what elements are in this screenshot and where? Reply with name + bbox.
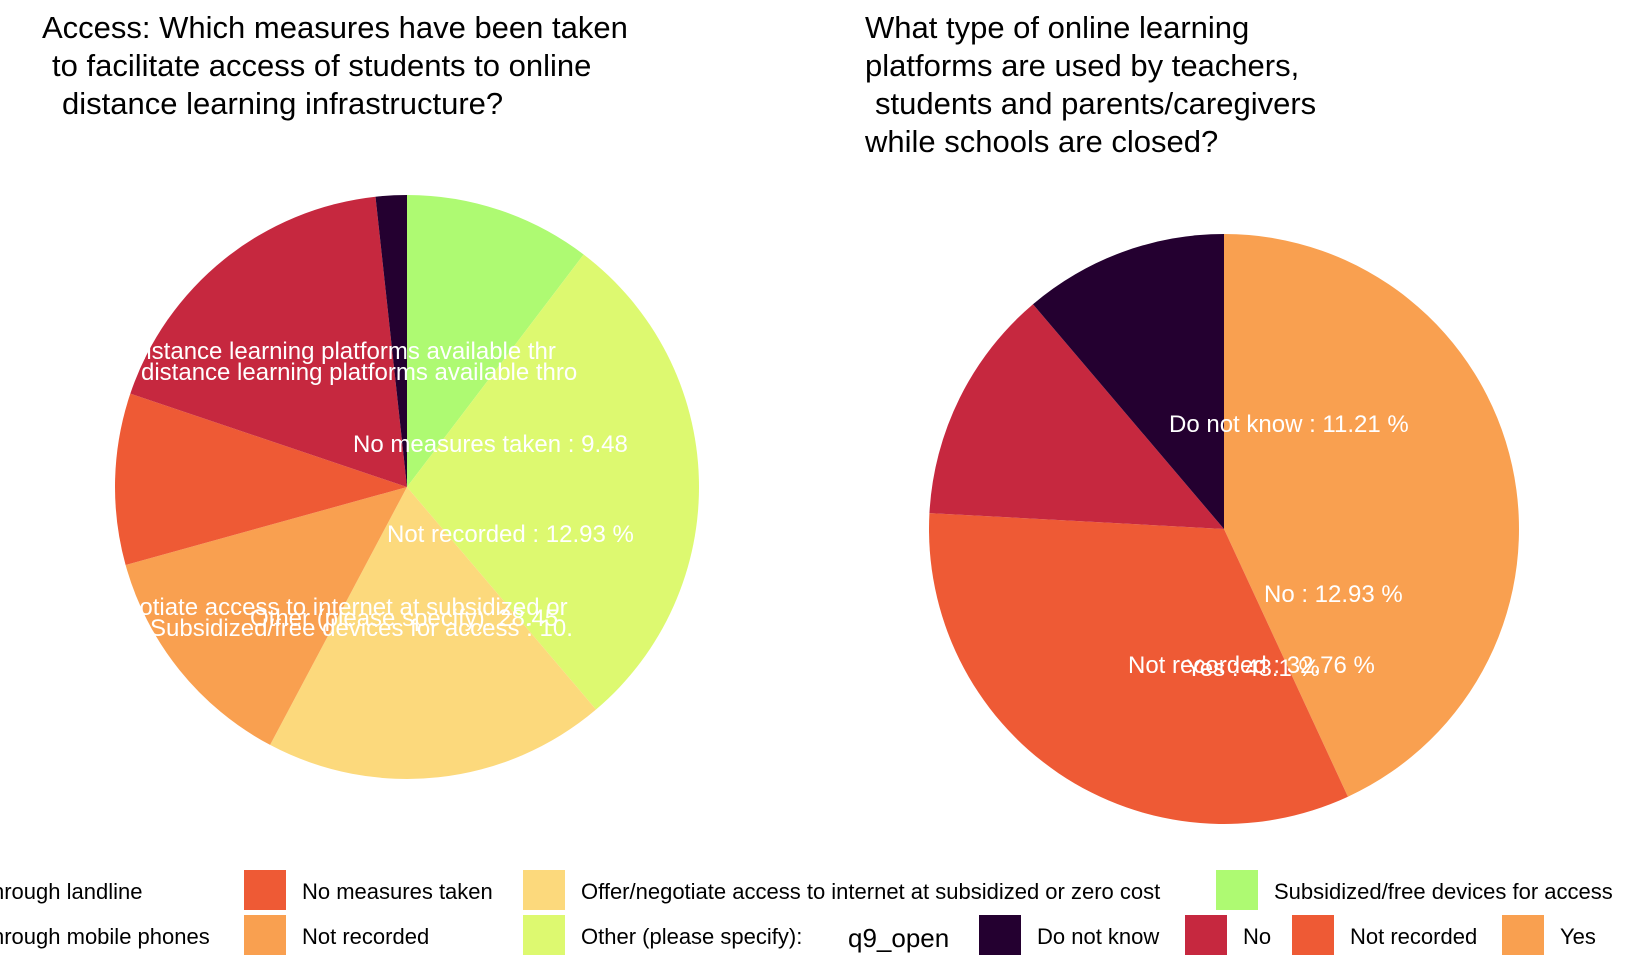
legend-label: Other (please specify): — [581, 924, 802, 949]
pie-slice — [270, 487, 597, 779]
legend-swatch — [523, 870, 565, 910]
legend-label: Do not know — [1037, 924, 1159, 949]
slice-label: Not recorded : 32.76 % — [1128, 652, 1375, 679]
legend-swatch — [1185, 915, 1227, 955]
slice-label: distance learning platforms available th… — [141, 359, 577, 386]
slice-label: gotiate access to internet at subsidized… — [126, 594, 568, 621]
legend-label: Yes — [1560, 924, 1596, 949]
pie-slice — [375, 195, 407, 487]
slice-label: No : 12.93 % — [1264, 581, 1403, 608]
chart-title-line-2: to facilitate access of students to onli… — [52, 48, 591, 83]
legend-swatch — [244, 915, 286, 955]
pie-slice — [115, 393, 407, 565]
chart-title-line-4: while schools are closed? — [864, 124, 1218, 159]
legend-label: hrough landline — [0, 879, 142, 904]
legend-label: hrough mobile phones — [0, 924, 210, 949]
legend-swatch — [979, 915, 1021, 955]
slice-label: Do not know : 11.21 % — [1169, 411, 1409, 438]
legend-label: Not recorded — [302, 924, 429, 949]
legend-label: No — [1243, 924, 1271, 949]
slice-label: No measures taken : 9.48 — [353, 431, 628, 458]
slice-label: Other (please specify): 28.45 — [250, 605, 558, 632]
legend-swatch — [244, 870, 286, 910]
pie-slice — [928, 513, 1348, 824]
legend-label: Offer/negotiate access to internet at su… — [581, 879, 1160, 904]
legend-label: No measures taken — [302, 879, 493, 904]
legend-swatch — [1292, 915, 1334, 955]
pie-slice — [407, 254, 699, 710]
chart-title-line-3: distance learning infrastructure? — [62, 86, 503, 121]
pie-slice — [407, 195, 584, 487]
pie-slices — [115, 195, 699, 779]
slice-label: distance learning platforms available th… — [133, 338, 556, 365]
pie-chart-platforms: What type of online learning platforms a… — [864, 10, 1519, 824]
legend-label: Not recorded — [1350, 924, 1477, 949]
legend: hrough landline hrough mobile phones No … — [0, 870, 1613, 955]
pie-slice — [125, 487, 407, 745]
chart-title-line-1: What type of online learning — [865, 10, 1249, 45]
slice-label: Not recorded : 12.93 % — [387, 521, 634, 548]
legend-swatch — [1502, 915, 1544, 955]
pie-slice — [1032, 234, 1224, 529]
pie-chart-access: Access: Which measures have been taken t… — [42, 10, 699, 779]
chart-title-line-1: Access: Which measures have been taken — [42, 10, 628, 45]
legend-swatch — [523, 915, 565, 955]
slice-label: Subsidized/free devices for access : 10. — [150, 615, 573, 642]
slice-label: Yes : 43.1 % — [1186, 655, 1320, 682]
legend-label: Subsidized/free devices for access — [1274, 879, 1613, 904]
chart-title-line-3: students and parents/caregivers — [875, 86, 1316, 121]
chart-title-line-2: platforms are used by teachers, — [865, 48, 1299, 83]
legend-title: q9_open — [848, 923, 949, 953]
legend-swatch — [1216, 870, 1258, 910]
pie-slice — [130, 196, 407, 487]
pie-slices — [928, 234, 1519, 824]
pie-slice — [1224, 234, 1519, 797]
pie-slice — [929, 304, 1224, 529]
slice-labels: distance learning platforms available th… — [126, 338, 634, 642]
